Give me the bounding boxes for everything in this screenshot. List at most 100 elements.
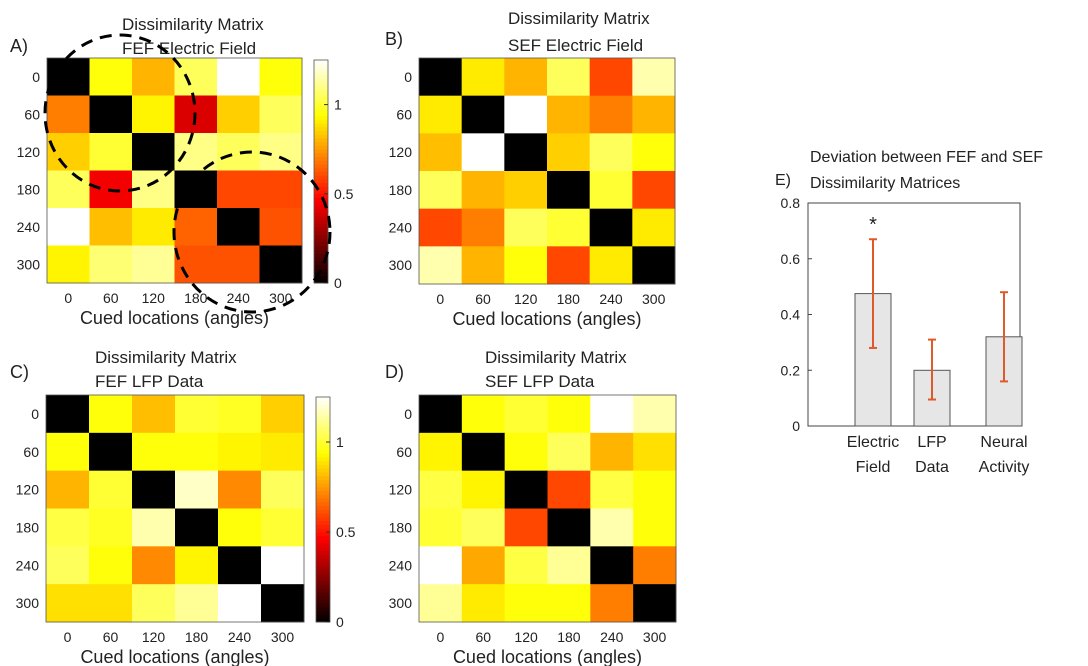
heatmap-b-cell xyxy=(547,133,591,172)
colorbar-step xyxy=(316,577,330,582)
colorbar-c: 10.50 xyxy=(315,396,356,630)
heatmap-c-cell xyxy=(89,546,133,585)
heatmap-d-cell xyxy=(419,508,463,547)
heatmap-c-cell xyxy=(132,395,176,434)
heatmap-b-cell xyxy=(504,246,548,285)
colorbar-step xyxy=(314,275,328,280)
colorbar-step xyxy=(316,509,330,514)
heatmap-b-cell xyxy=(589,171,633,210)
colorbar-step xyxy=(316,490,330,495)
colorbar-step xyxy=(314,249,328,254)
heatmap-b-cell xyxy=(589,133,633,172)
heatmap-d-title-line-2: SEF LFP Data xyxy=(485,372,595,391)
heatmap-b-xlabel: Cued locations (angles) xyxy=(452,309,641,329)
colorbar-step xyxy=(316,562,330,567)
colorbar-step xyxy=(316,419,330,424)
heatmap-d-cell xyxy=(419,546,463,585)
heatmap-b-title-line-2: SEF Electric Field xyxy=(508,36,643,55)
heatmap-d-cell xyxy=(633,470,677,509)
heatmap-d-cell xyxy=(461,470,506,509)
heatmap-b-col-label: 120 xyxy=(514,291,538,307)
panel-label-d: D) xyxy=(385,362,404,382)
heatmap-b-cell xyxy=(461,171,505,210)
heatmap-d-cell xyxy=(633,395,677,434)
colorbar-step xyxy=(314,182,328,187)
heatmap-b-cell xyxy=(504,171,548,210)
colorbar-step xyxy=(316,588,330,593)
heatmap-b-cell xyxy=(419,208,463,247)
heatmap-a-cell xyxy=(89,95,133,134)
heatmap-c-col-label: 240 xyxy=(228,629,252,645)
heatmap-d-cell xyxy=(547,432,591,472)
heatmap-b-cell xyxy=(547,208,591,247)
heatmap-b-frame xyxy=(418,57,676,285)
bar-e-category-label: Data xyxy=(915,459,949,476)
colorbar-step xyxy=(314,190,328,195)
heatmap-b-col-label: 0 xyxy=(436,291,444,307)
heatmap-a-row-label: 240 xyxy=(17,219,41,235)
colorbar-step xyxy=(314,208,328,213)
heatmap-b-cell xyxy=(547,58,591,97)
colorbar-tick-label: 1 xyxy=(336,434,344,450)
colorbar-step xyxy=(314,167,328,172)
heatmap-d-cell xyxy=(633,432,677,472)
colorbar-step xyxy=(316,464,330,469)
heatmap-c-cell xyxy=(261,546,305,585)
heatmap-c-cell xyxy=(89,395,133,434)
heatmap-d-row-label: 120 xyxy=(389,482,413,498)
colorbar-step xyxy=(314,197,328,202)
panel-label-c: C) xyxy=(10,362,29,382)
heatmap-d-cell xyxy=(461,546,506,585)
heatmap-c-cell xyxy=(132,584,176,623)
colorbar-step xyxy=(314,268,328,273)
heatmap-c-cell xyxy=(89,508,133,547)
colorbar-step xyxy=(316,517,330,522)
bar-e-title-line-2: Dissimilarity Matrices xyxy=(810,175,960,192)
heatmap-b-row-label: 60 xyxy=(396,107,412,123)
heatmap-c-cell xyxy=(218,546,262,585)
colorbar-step xyxy=(314,178,328,184)
heatmap-b-cell xyxy=(504,133,548,172)
heatmap-c-col-labels: 0 60 120 180 240 300 xyxy=(64,629,295,645)
heatmap-b-cell xyxy=(632,171,676,210)
bar-e-category-label: Neural xyxy=(980,434,1027,451)
heatmap-c-cell xyxy=(261,395,305,434)
colorbar-step xyxy=(314,227,328,232)
colorbar-step xyxy=(314,82,328,87)
heatmap-d-col-labels: 0 60 120 180 240 300 xyxy=(437,629,667,645)
panel-label-e: E) xyxy=(775,172,791,189)
heatmap-b-cell xyxy=(419,171,463,210)
colorbar-step xyxy=(314,230,328,236)
heatmap-c-cell xyxy=(175,508,219,547)
heatmap-c-cell xyxy=(175,546,219,585)
colorbar-step xyxy=(316,412,330,417)
colorbar-step xyxy=(314,130,328,135)
heatmap-c-cell xyxy=(218,470,262,509)
heatmap-b-cell xyxy=(504,208,548,247)
colorbar-step xyxy=(316,502,330,507)
heatmap-a-row-label: 0 xyxy=(32,69,40,85)
colorbar-step xyxy=(314,78,328,83)
colorbar-step xyxy=(316,457,330,462)
heatmap-a-cell xyxy=(47,95,90,134)
heatmap-c-cell xyxy=(261,584,305,623)
heatmap-d-frame xyxy=(418,394,677,623)
heatmap-d-cell xyxy=(504,584,548,623)
colorbar-step xyxy=(316,479,330,484)
colorbar-step xyxy=(314,104,328,109)
colorbar-step xyxy=(316,498,330,503)
heatmap-b-cell xyxy=(547,171,591,210)
colorbar-step xyxy=(314,186,328,191)
colorbar-step xyxy=(316,408,330,413)
colorbar-step xyxy=(314,134,328,139)
colorbar-step xyxy=(314,253,328,258)
colorbar-step xyxy=(314,138,328,143)
colorbar-tick-label: 0 xyxy=(334,275,342,291)
colorbar-step xyxy=(314,67,328,72)
colorbar-step xyxy=(314,234,328,239)
colorbar-step xyxy=(316,427,330,432)
heatmap-a-cell xyxy=(132,245,175,284)
panel-a: A) Dissimilarity Matrix FEF Electric Fie… xyxy=(10,15,354,328)
heatmap-c-row-label: 300 xyxy=(16,595,40,611)
heatmap-c-cell xyxy=(46,432,90,472)
